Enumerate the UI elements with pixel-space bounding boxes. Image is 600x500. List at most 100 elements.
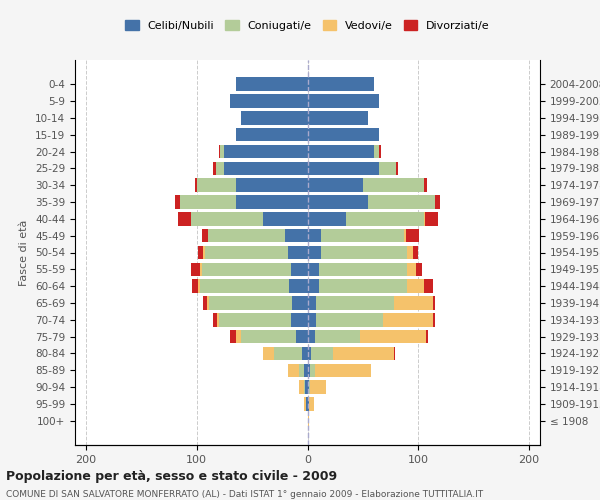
- Bar: [433, 313, 435, 326]
- Bar: [308, 128, 379, 141]
- Bar: [406, 229, 419, 242]
- Bar: [435, 196, 440, 209]
- Bar: [308, 397, 314, 410]
- Bar: [194, 178, 197, 192]
- Bar: [191, 262, 200, 276]
- Bar: [379, 162, 396, 175]
- Bar: [180, 196, 236, 209]
- Bar: [319, 262, 407, 276]
- Bar: [394, 296, 433, 310]
- Bar: [202, 262, 291, 276]
- Bar: [299, 364, 304, 377]
- Bar: [197, 178, 236, 192]
- Bar: [396, 162, 398, 175]
- Bar: [292, 296, 308, 310]
- Bar: [425, 212, 438, 226]
- Bar: [263, 212, 308, 226]
- Bar: [274, 346, 302, 360]
- Bar: [308, 296, 316, 310]
- Bar: [407, 280, 424, 293]
- Bar: [236, 196, 308, 209]
- Bar: [404, 229, 406, 242]
- Bar: [219, 145, 220, 158]
- Bar: [200, 280, 289, 293]
- Bar: [305, 380, 308, 394]
- Bar: [308, 78, 374, 91]
- Bar: [230, 330, 236, 344]
- Bar: [236, 330, 241, 344]
- Bar: [308, 364, 310, 377]
- Bar: [308, 330, 315, 344]
- Bar: [241, 111, 308, 124]
- Bar: [208, 229, 286, 242]
- Bar: [207, 296, 209, 310]
- Bar: [291, 313, 308, 326]
- Bar: [311, 346, 333, 360]
- Bar: [308, 229, 321, 242]
- Bar: [308, 346, 311, 360]
- Bar: [286, 229, 308, 242]
- Bar: [316, 296, 394, 310]
- Bar: [407, 262, 416, 276]
- Legend: Celibi/Nubili, Coniugati/e, Vedovi/e, Divorziati/e: Celibi/Nubili, Coniugati/e, Vedovi/e, Di…: [121, 16, 494, 35]
- Bar: [433, 296, 435, 310]
- Bar: [308, 196, 368, 209]
- Bar: [426, 330, 428, 344]
- Bar: [241, 330, 296, 344]
- Bar: [304, 364, 308, 377]
- Bar: [219, 313, 291, 326]
- Bar: [308, 162, 379, 175]
- Bar: [424, 178, 427, 192]
- Text: Popolazione per età, sesso e stato civile - 2009: Popolazione per età, sesso e stato civil…: [6, 470, 337, 483]
- Bar: [315, 364, 371, 377]
- Bar: [236, 78, 308, 91]
- Bar: [379, 145, 380, 158]
- Bar: [383, 313, 433, 326]
- Bar: [359, 330, 426, 344]
- Bar: [424, 280, 433, 293]
- Bar: [319, 280, 407, 293]
- Bar: [236, 128, 308, 141]
- Bar: [307, 397, 308, 410]
- Bar: [416, 262, 422, 276]
- Bar: [214, 162, 215, 175]
- Bar: [217, 313, 219, 326]
- Bar: [224, 162, 308, 175]
- Bar: [304, 397, 307, 410]
- Bar: [178, 212, 191, 226]
- Bar: [214, 313, 217, 326]
- Bar: [308, 178, 363, 192]
- Bar: [308, 111, 368, 124]
- Bar: [230, 94, 308, 108]
- Bar: [198, 280, 200, 293]
- Bar: [308, 145, 374, 158]
- Bar: [346, 212, 424, 226]
- Bar: [308, 380, 310, 394]
- Bar: [215, 162, 224, 175]
- Bar: [236, 178, 308, 192]
- Bar: [299, 380, 304, 394]
- Bar: [296, 330, 308, 344]
- Bar: [424, 212, 425, 226]
- Bar: [308, 313, 316, 326]
- Bar: [413, 246, 418, 259]
- Bar: [308, 280, 319, 293]
- Bar: [220, 145, 224, 158]
- Bar: [308, 246, 321, 259]
- Bar: [407, 246, 413, 259]
- Bar: [263, 346, 274, 360]
- Bar: [287, 364, 299, 377]
- Bar: [200, 262, 202, 276]
- Bar: [308, 262, 319, 276]
- Bar: [321, 229, 404, 242]
- Bar: [315, 330, 359, 344]
- Bar: [203, 246, 205, 259]
- Bar: [193, 280, 198, 293]
- Bar: [310, 380, 326, 394]
- Y-axis label: Fasce di età: Fasce di età: [19, 220, 29, 286]
- Bar: [291, 262, 308, 276]
- Bar: [316, 313, 383, 326]
- Bar: [308, 94, 379, 108]
- Bar: [374, 145, 379, 158]
- Bar: [202, 229, 208, 242]
